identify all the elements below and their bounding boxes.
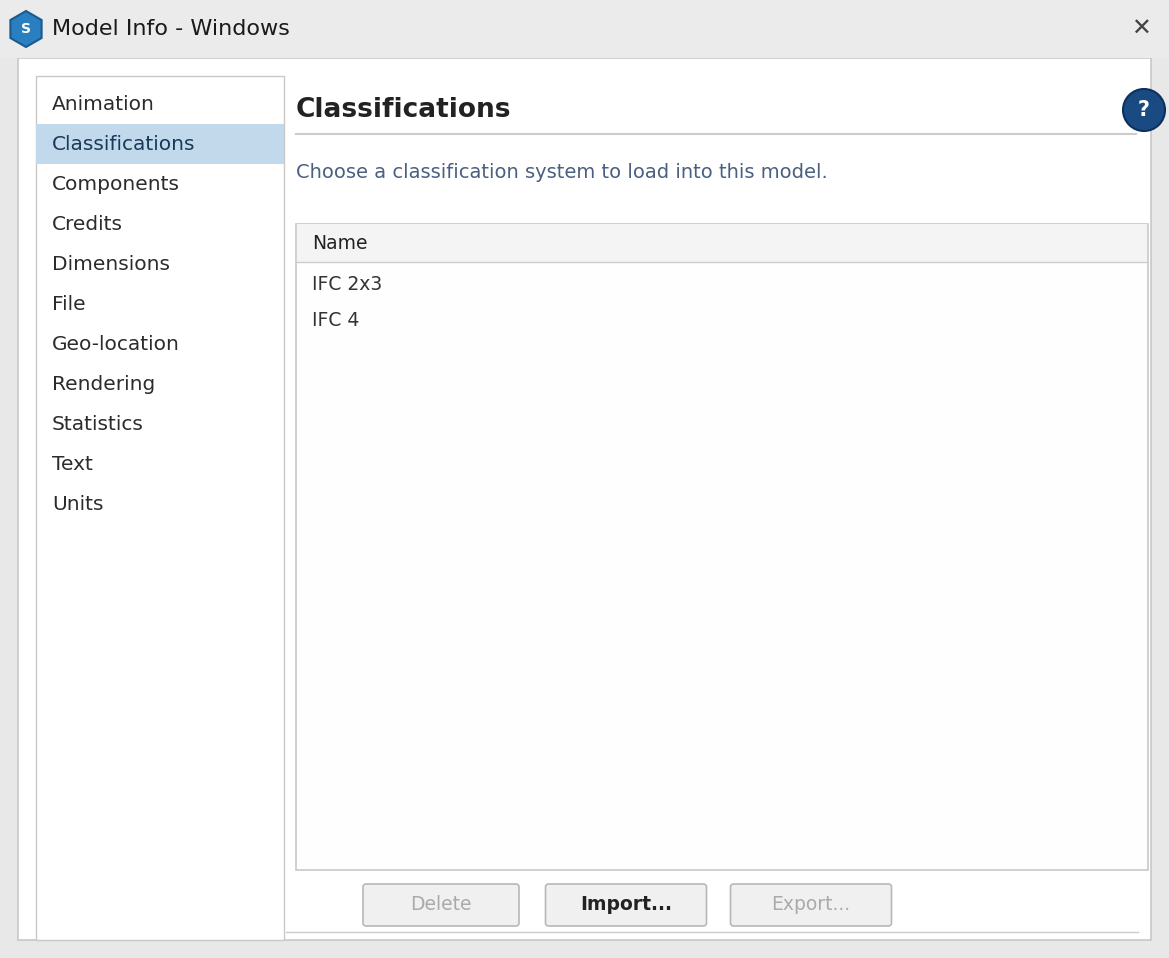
Polygon shape [11, 11, 42, 47]
Text: Classifications: Classifications [51, 134, 195, 153]
Text: ✕: ✕ [1132, 17, 1150, 41]
Circle shape [1123, 89, 1165, 131]
Text: Dimensions: Dimensions [51, 255, 170, 273]
FancyBboxPatch shape [546, 884, 706, 926]
Text: Text: Text [51, 454, 92, 473]
Text: Rendering: Rendering [51, 375, 155, 394]
Text: Model Info - Windows: Model Info - Windows [51, 19, 290, 39]
Text: Statistics: Statistics [51, 415, 144, 434]
FancyBboxPatch shape [18, 58, 1151, 940]
Text: Choose a classification system to load into this model.: Choose a classification system to load i… [296, 163, 828, 181]
Text: Name: Name [312, 234, 367, 253]
FancyBboxPatch shape [36, 124, 284, 164]
FancyBboxPatch shape [36, 76, 284, 940]
Text: Components: Components [51, 174, 180, 194]
FancyBboxPatch shape [364, 884, 519, 926]
Text: Import...: Import... [580, 896, 672, 915]
Text: Classifications: Classifications [296, 97, 512, 123]
FancyBboxPatch shape [0, 0, 1169, 58]
Text: Geo-location: Geo-location [51, 334, 180, 354]
Text: IFC 4: IFC 4 [312, 310, 359, 330]
Text: ?: ? [1137, 100, 1150, 120]
Text: S: S [21, 22, 32, 36]
FancyBboxPatch shape [296, 224, 1148, 870]
FancyBboxPatch shape [297, 224, 1147, 262]
Text: File: File [51, 294, 85, 313]
Text: IFC 2x3: IFC 2x3 [312, 275, 382, 293]
Text: Export...: Export... [772, 896, 851, 915]
Text: Delete: Delete [410, 896, 472, 915]
FancyBboxPatch shape [731, 884, 892, 926]
Text: Animation: Animation [51, 95, 154, 113]
Text: Credits: Credits [51, 215, 123, 234]
Text: Units: Units [51, 494, 104, 513]
